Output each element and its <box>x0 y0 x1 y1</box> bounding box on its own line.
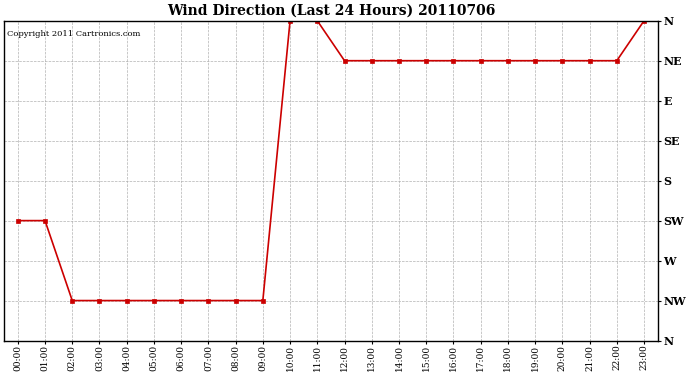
Title: Wind Direction (Last 24 Hours) 20110706: Wind Direction (Last 24 Hours) 20110706 <box>167 4 495 18</box>
Text: Copyright 2011 Cartronics.com: Copyright 2011 Cartronics.com <box>8 30 141 38</box>
